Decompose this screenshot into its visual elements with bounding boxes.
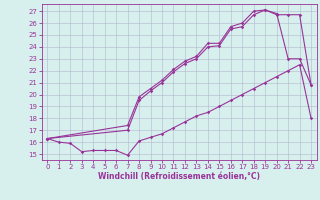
X-axis label: Windchill (Refroidissement éolien,°C): Windchill (Refroidissement éolien,°C)	[98, 172, 260, 181]
